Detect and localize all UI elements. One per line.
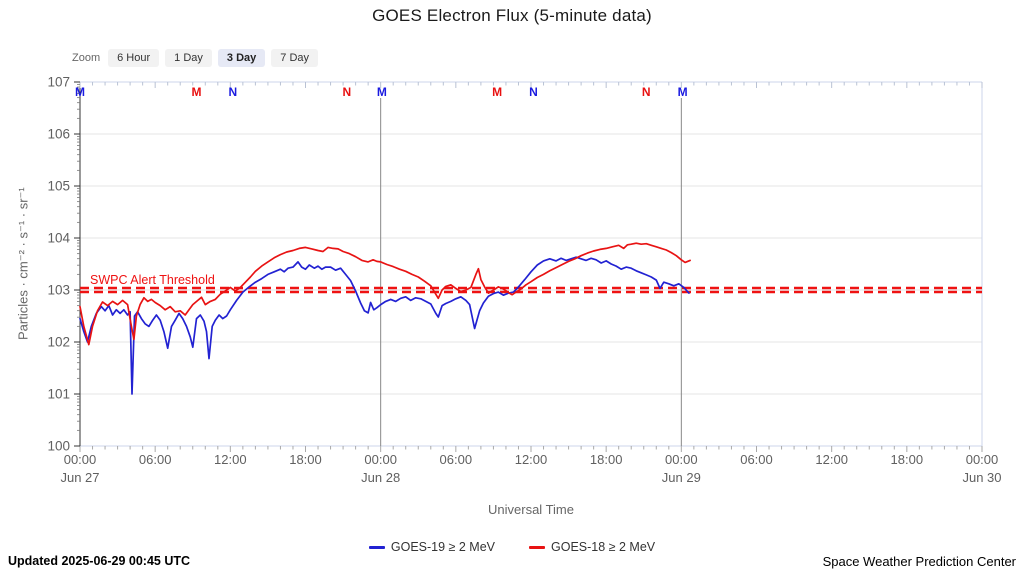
legend-item-goes18[interactable]: GOES-18 ≥ 2 MeV	[529, 540, 655, 554]
y-tick-label: 104	[47, 231, 70, 246]
y-tick-label: 106	[47, 127, 70, 142]
x-tick-label: 06:00	[440, 452, 473, 467]
local-noon-marker: N	[229, 85, 238, 99]
y-tick-label: 105	[47, 179, 70, 194]
x-tick-label: 18:00	[590, 452, 623, 467]
x-tick-label: 00:00	[64, 452, 97, 467]
x-axis-title: Universal Time	[488, 502, 574, 517]
updated-timestamp: Updated 2025-06-29 00:45 UTC	[8, 554, 191, 568]
series-line-goes18	[79, 242, 691, 346]
zoom-button-1day[interactable]: 1 Day	[165, 49, 212, 68]
local-midnight-marker: M	[678, 85, 688, 99]
local-midnight-marker: M	[75, 85, 85, 99]
local-noon-marker: N	[642, 85, 651, 99]
goes18-line-swatch	[529, 545, 545, 549]
y-tick-label: 101	[47, 387, 70, 402]
x-tick-label: 12:00	[515, 452, 548, 467]
x-tick-label: 00:00	[364, 452, 397, 467]
y-tick-label: 107	[47, 75, 70, 90]
x-tick-label: 00:00	[966, 452, 999, 467]
zoom-button-7day[interactable]: 7 Day	[271, 49, 319, 68]
zoom-toolbar: Zoom 6 Hour 1 Day 3 Day 7 Day	[72, 49, 319, 68]
y-tick-label: 103	[47, 283, 70, 298]
zoom-toolbar-label: Zoom	[72, 52, 101, 65]
zoom-button-3day[interactable]: 3 Day	[217, 49, 266, 68]
local-midnight-marker: M	[492, 85, 502, 99]
x-tick-label: 06:00	[139, 452, 172, 467]
goes19-legend-label: GOES-19 ≥ 2 MeV	[390, 540, 495, 554]
local-noon-marker: N	[529, 85, 538, 99]
x-tick-label: 00:00	[665, 452, 698, 467]
legend-item-goes19[interactable]: GOES-19 ≥ 2 MeV	[368, 540, 495, 554]
x-tick-label: 18:00	[289, 452, 322, 467]
x-date-label: Jun 27	[60, 470, 99, 485]
goes18-legend-label: GOES-18 ≥ 2 MeV	[551, 540, 656, 554]
y-tick-label: 102	[47, 335, 70, 350]
page-title: GOES Electron Flux (5-minute data)	[372, 6, 652, 25]
swpc-credit: Space Weather Prediction Center	[822, 554, 1016, 569]
goes19-line-swatch	[368, 545, 385, 549]
local-midnight-marker: M	[192, 85, 202, 99]
x-date-label: Jun 28	[361, 470, 400, 485]
alert-threshold-label: SWPC Alert Threshold	[90, 273, 215, 287]
x-date-label: Jun 29	[662, 470, 701, 485]
x-tick-label: 12:00	[815, 452, 848, 467]
x-date-label: Jun 30	[962, 470, 1001, 485]
y-axis-title: Particles · cm⁻² · s⁻¹ · sr⁻¹	[15, 187, 31, 341]
x-tick-label: 06:00	[740, 452, 773, 467]
y-tick-label: 100	[47, 439, 70, 454]
legend: GOES-19 ≥ 2 MeV GOES-18 ≥ 2 MeV	[0, 540, 1024, 554]
x-tick-label: 18:00	[891, 452, 924, 467]
local-midnight-marker: M	[377, 85, 387, 99]
x-tick-label: 12:00	[214, 452, 247, 467]
zoom-button-6hour[interactable]: 6 Hour	[108, 49, 160, 68]
local-noon-marker: N	[343, 85, 352, 99]
